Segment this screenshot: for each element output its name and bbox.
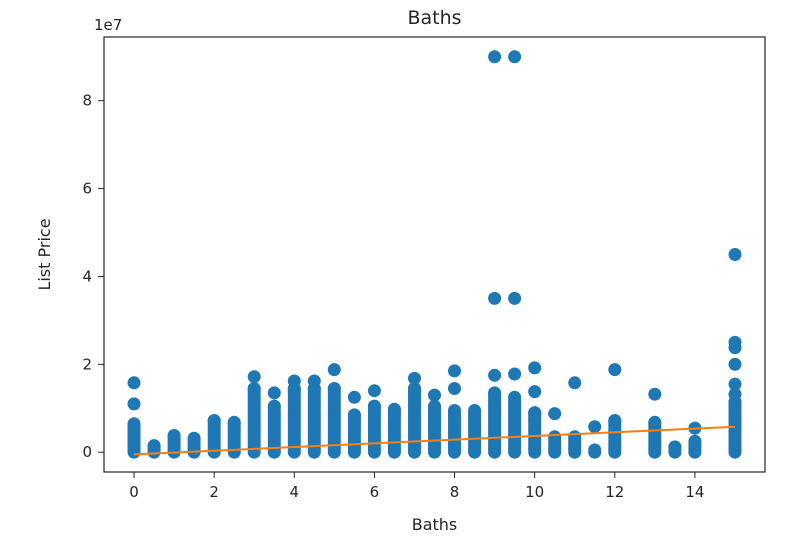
scatter-point: [347, 390, 361, 404]
scatter-point: [548, 430, 562, 444]
y-axis-ticks: 0 2 4 6 8: [82, 92, 104, 461]
scatter-point: [448, 404, 461, 417]
y-tick-label: 8: [82, 92, 92, 110]
x-tick-label: 8: [450, 483, 460, 501]
scatter-point: [728, 248, 742, 261]
scatter-point: [468, 404, 482, 417]
scatter-point: [568, 430, 582, 444]
scatter-point: [127, 397, 141, 411]
fit-line-layer: [133, 425, 736, 456]
scatter-point: [267, 386, 281, 400]
scatter-point: [688, 434, 702, 448]
scatter-point: [508, 50, 522, 64]
scatter-point: [528, 361, 542, 375]
scatter-point: [728, 387, 742, 401]
scatter-point: [408, 382, 421, 395]
scatter-point: [528, 385, 542, 399]
scatter-point: [568, 376, 582, 390]
y-axis-label: List Price: [35, 218, 54, 290]
scatter-point: [267, 399, 281, 413]
x-axis-label: Baths: [412, 515, 458, 534]
scatter-point: [508, 390, 522, 404]
x-tick-label: 2: [209, 483, 219, 501]
scatter-point: [448, 364, 461, 378]
scatter-point: [127, 417, 141, 431]
scatter-point: [367, 399, 381, 413]
fit-line: [133, 425, 736, 456]
scatter-point: [728, 357, 742, 371]
scatter-point: [347, 408, 361, 422]
scatter-point: [488, 50, 502, 64]
points-layer: [127, 50, 742, 459]
y-tick-label: 2: [82, 355, 92, 373]
scatter-point: [528, 406, 542, 420]
scatter-point: [508, 291, 522, 305]
scatter-point: [207, 414, 221, 428]
scatter-point: [588, 420, 602, 434]
scatter-point: [608, 414, 622, 428]
y-tick-label: 0: [82, 443, 92, 461]
chart-title: Baths: [407, 7, 461, 29]
x-tick-label: 12: [605, 483, 624, 501]
plot-frame: [103, 36, 766, 473]
scatter-point: [488, 386, 502, 400]
scatter-point: [247, 370, 261, 384]
x-tick-label: 4: [290, 483, 300, 501]
scatter-point: [448, 382, 461, 395]
scatter-point: [147, 439, 161, 453]
scatter-point: [728, 377, 742, 391]
x-tick-label: 6: [370, 483, 380, 501]
scatter-point: [127, 376, 141, 390]
scatter-point: [408, 371, 421, 385]
scatter-point: [187, 431, 201, 445]
scatter-point: [728, 335, 742, 349]
y-tick-label: 6: [82, 180, 92, 198]
scatter-point: [167, 429, 181, 442]
scatter-point: [668, 440, 682, 454]
scatter-point: [608, 363, 622, 377]
scatter-point: [307, 374, 321, 388]
scatter-point: [327, 382, 341, 395]
scatter-point: [428, 399, 441, 413]
x-tick-label: 14: [685, 483, 704, 501]
scatter-point: [488, 368, 502, 382]
x-axis-ticks: 0 2 4 6 8 10 12 14: [129, 472, 704, 501]
scatter-point: [247, 382, 261, 395]
x-tick-label: 0: [129, 483, 139, 501]
y-axis-offset-label: 1e7: [94, 16, 122, 34]
scatter-point: [428, 388, 441, 402]
scatter-point: [387, 402, 401, 416]
scatter-point: [588, 443, 602, 457]
y-tick-label: 4: [82, 267, 92, 285]
scatter-point: [327, 363, 341, 377]
scatter-point: [488, 291, 502, 305]
scatter-point: [548, 407, 562, 421]
scatter-point: [287, 374, 301, 388]
scatter-point: [508, 367, 522, 381]
x-tick-label: 10: [525, 483, 544, 501]
scatter-point: [367, 384, 381, 398]
scatter-point: [648, 415, 662, 429]
scatter-point: [648, 387, 662, 401]
scatter-point: [227, 415, 241, 429]
